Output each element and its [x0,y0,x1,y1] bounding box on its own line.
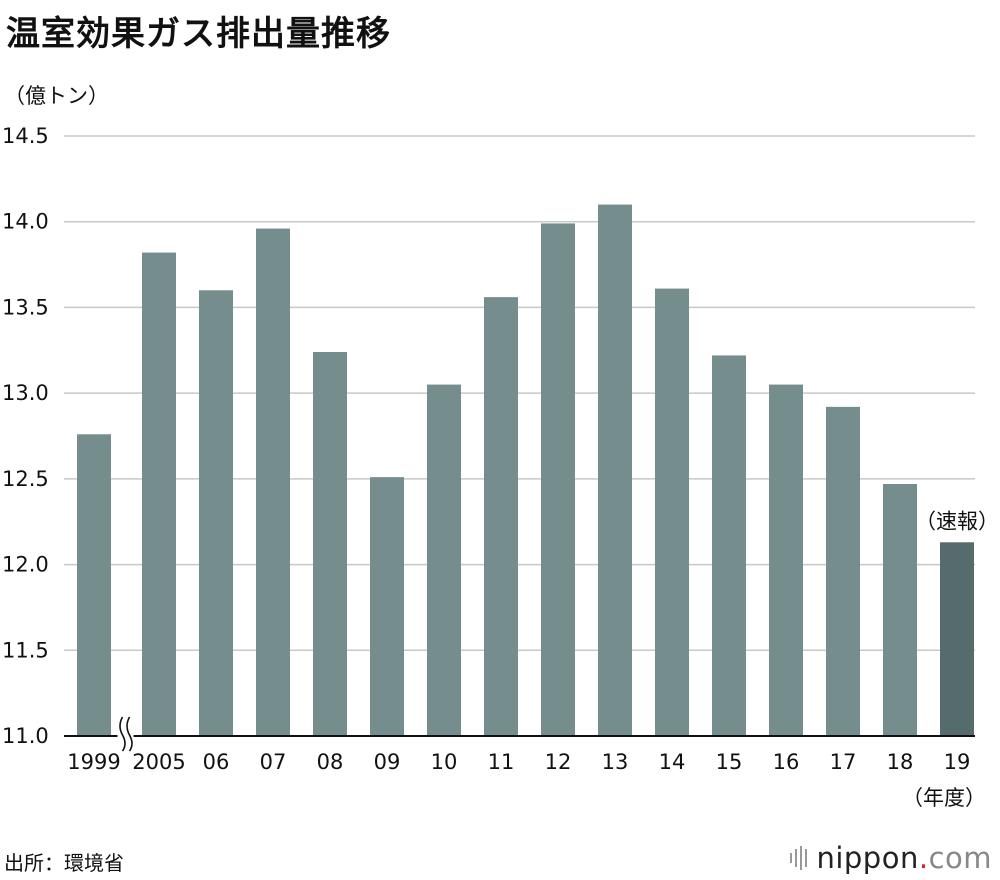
y-tick-label: 13.5 [2,295,49,319]
bar-11 [484,297,518,736]
x-tick-label: 2005 [132,750,185,774]
x-tick-label: 17 [830,750,857,774]
x-tick-label: 07 [260,750,287,774]
bar-12 [541,223,575,736]
logo-dot: . [918,841,929,875]
bars [77,204,974,737]
x-axis-unit-label: （年度） [902,786,986,810]
y-tick-label: 14.0 [2,210,49,234]
bar-17 [826,406,860,736]
x-tick-label: 10 [431,750,458,774]
bar-10 [427,384,461,736]
x-tick-label: 11 [488,750,515,774]
source-credit: 出所：環境省 [4,851,124,875]
x-tick-label: 14 [659,750,686,774]
x-axis-labels: 1999 2005 06 07 08 09 10 11 12 13 14 15 16 17 18 19 [67,750,970,774]
bar-09 [370,477,404,736]
bar-13 [598,204,632,737]
x-tick-label: 18 [887,750,914,774]
y-axis-ticks: 14.5 14.0 13.5 13.0 12.5 12.0 11.5 11.0 [2,124,49,748]
y-tick-label: 12.0 [2,553,49,577]
y-tick-label: 11.5 [2,638,49,662]
x-tick-label: 12 [545,750,572,774]
preliminary-annotation: （速報） [915,509,999,533]
logo-bars-icon [790,846,810,870]
y-tick-label: 12.5 [2,467,49,491]
x-tick-label: 1999 [67,750,120,774]
y-tick-label: 14.5 [2,124,49,148]
x-tick-label: 09 [374,750,401,774]
bar-18 [883,484,917,736]
x-tick-label: 13 [602,750,629,774]
axis-break-icon [117,716,134,752]
bar-1999 [77,434,111,736]
bar-14 [655,288,689,736]
bar-chart: 14.5 14.0 13.5 13.0 12.5 12.0 11.5 11.0 1999 200… [2,124,999,810]
logo-suffix: com [928,841,992,875]
bar-08 [313,352,347,736]
bar-16 [769,384,803,736]
nippon-logo: nippon. com [790,841,992,875]
chart-title: 温室効果ガス排出量推移 [6,14,391,54]
y-tick-label: 11.0 [2,724,49,748]
x-tick-label: 06 [203,750,230,774]
x-tick-label: 16 [773,750,800,774]
bar-19 [940,542,974,736]
bar-2005 [142,252,176,737]
x-tick-label: 08 [317,750,344,774]
x-tick-label: 15 [716,750,743,774]
logo-text: nippon [816,841,919,875]
y-axis-unit-label: （億トン） [4,84,109,108]
bar-15 [712,355,746,736]
x-tick-label: 19 [944,750,971,774]
bar-07 [256,228,290,737]
bar-06 [199,290,233,736]
y-tick-label: 13.0 [2,381,49,405]
